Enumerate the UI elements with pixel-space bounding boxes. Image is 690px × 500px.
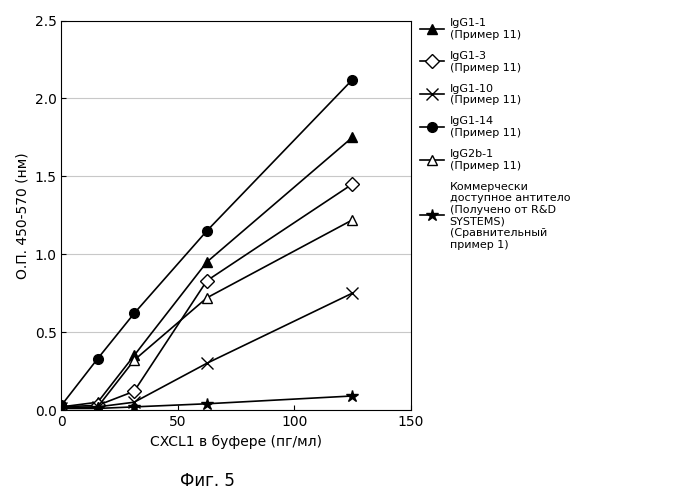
X-axis label: CXCL1 в буфере (пг/мл): CXCL1 в буфере (пг/мл) xyxy=(150,434,322,448)
Y-axis label: О.П. 450-570 (нм): О.П. 450-570 (нм) xyxy=(15,152,29,278)
Legend: IgG1-1
(Пример 11), IgG1-3
(Пример 11), IgG1-10
(Пример 11), IgG1-14
(Пример 11): IgG1-1 (Пример 11), IgG1-3 (Пример 11), … xyxy=(420,18,570,250)
Text: Фиг. 5: Фиг. 5 xyxy=(179,472,235,490)
